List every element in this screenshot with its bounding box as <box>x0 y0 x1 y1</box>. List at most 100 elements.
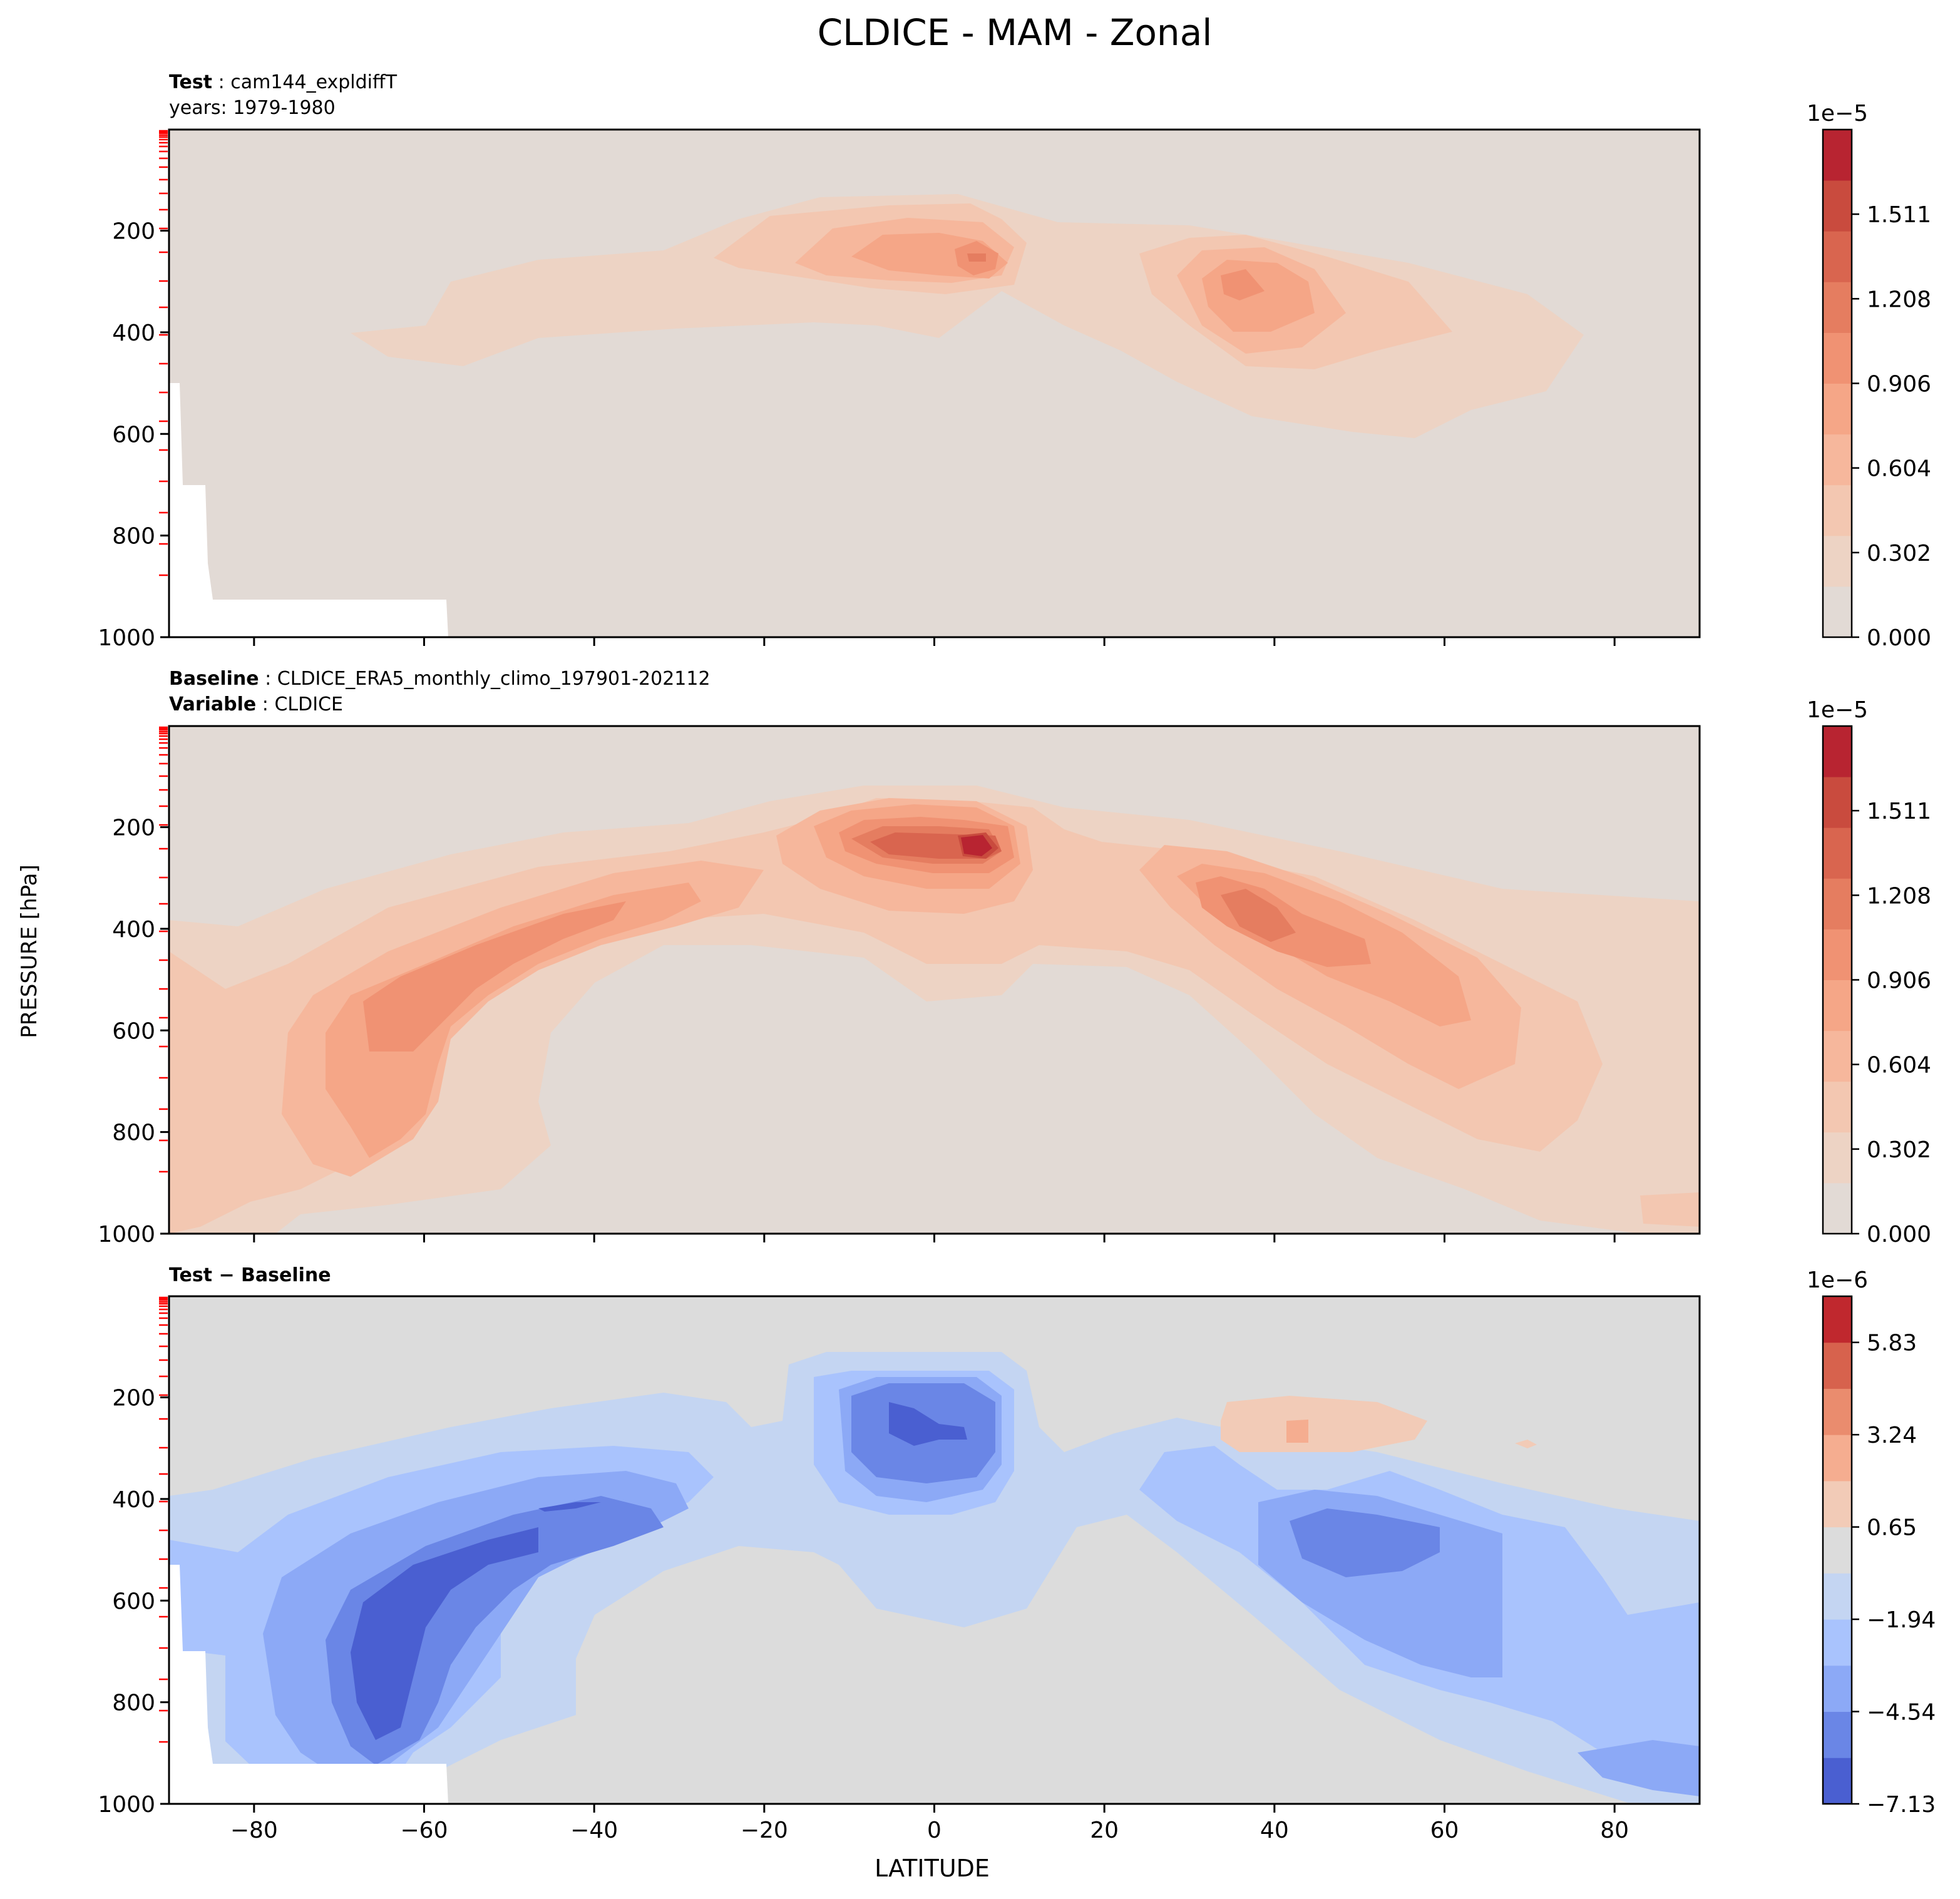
y-tick-label: 200 <box>112 219 155 245</box>
colorbar-segment <box>1823 1619 1852 1666</box>
contour-diff-level-pos1 <box>1221 1396 1427 1452</box>
panel-diff-label-1: Test − Baseline <box>169 1264 331 1286</box>
colorbar-segment <box>1823 434 1852 486</box>
x-tick-label: 40 <box>1260 1818 1289 1843</box>
contour-baseline-level4 <box>326 883 701 1158</box>
contour-baseline-level9 <box>961 835 992 856</box>
y-tick-label: 800 <box>112 1120 155 1146</box>
figure-title: CLDICE - MAM - Zonal <box>818 11 1213 54</box>
contour-diff-level-3d <box>1578 1740 1700 1796</box>
colorbar-segment <box>1823 180 1852 232</box>
panel-baseline-label-2-text: CLDICE <box>274 694 343 715</box>
colorbar-segment <box>1823 1758 1852 1804</box>
panel-test-label-1: Test : cam144_expldiffT <box>169 71 398 93</box>
contour-test-level5b <box>1221 269 1265 300</box>
axis-baseline: 200 400 600 800 1000 <box>98 726 1616 1247</box>
colorbar-segment <box>1823 484 1852 536</box>
x-tick-label: 20 <box>1090 1818 1119 1843</box>
colorbar-baseline: 0.000 0.302 0.604 0.906 1.208 1.511 1e−5 <box>1807 697 1931 1247</box>
panel-baseline-label-2-sep: : <box>256 694 274 715</box>
colorbar-tick-label: 0.302 <box>1867 541 1931 566</box>
contour-baseline-patch-ne <box>1640 1192 1700 1227</box>
x-tick-label: −80 <box>230 1818 278 1843</box>
contour-baseline-level5 <box>363 901 626 1052</box>
heatmap-test <box>169 130 1700 637</box>
contour-test-level6 <box>967 253 986 262</box>
colorbar-segment <box>1823 980 1852 1031</box>
colorbar-segment <box>1823 282 1852 333</box>
colorbar-tick-label: 5.83 <box>1867 1331 1917 1356</box>
contour-diff-level-pos2 <box>1286 1420 1308 1443</box>
colorbar-tick-label: 1.208 <box>1867 287 1931 312</box>
contour-diff-level-pos3 <box>1515 1440 1537 1448</box>
panel-baseline-label-2-bold: Variable <box>169 694 256 715</box>
heatmap-baseline <box>169 726 1700 1234</box>
colorbar-segment <box>1823 1665 1852 1712</box>
panel-test-label-2: years: 1979-1980 <box>169 97 336 119</box>
contour-baseline-level6b <box>1221 889 1296 942</box>
y-tick-label: 800 <box>112 524 155 550</box>
colorbar-tick-label: 1.511 <box>1867 202 1931 228</box>
contour-test-missing <box>169 383 448 637</box>
heatmap-diff <box>169 1296 1700 1804</box>
panel-test-label-1-bold: Test <box>169 71 212 93</box>
contour-diff-level-5 <box>351 1527 538 1740</box>
colorbar-tick-label: 0.906 <box>1867 968 1931 994</box>
x-tick-label: 60 <box>1430 1818 1459 1843</box>
y-tick-label: 200 <box>112 816 155 841</box>
y-tick-label: 400 <box>112 1487 155 1513</box>
colorbar-tick-label: −1.94 <box>1867 1607 1936 1633</box>
colorbar-segment <box>1823 1030 1852 1082</box>
panel-test: Test : cam144_expldiffT years: 1979-1980… <box>98 71 1931 651</box>
colorbar-multiplier: 1e−6 <box>1807 1267 1868 1293</box>
axis-test: 200 400 600 800 1000 <box>98 130 1616 651</box>
contour-diff-level-4c <box>1290 1508 1440 1577</box>
contour-diff-missing <box>169 1565 448 1804</box>
colorbar-tick-label: 0.906 <box>1867 372 1931 397</box>
colorbar-segment <box>1823 1342 1852 1389</box>
panel-baseline-label-1: Baseline : CLDICE_ERA5_monthly_climo_197… <box>169 668 711 690</box>
colorbar-tick-label: 3.24 <box>1867 1423 1917 1448</box>
colorbar-tick-label: 0.604 <box>1867 456 1931 482</box>
colorbar-segment <box>1823 1388 1852 1435</box>
colorbar-diff: −7.13 −4.54 −1.94 0.65 3.24 5.83 1e−6 <box>1807 1267 1936 1818</box>
colorbar-segment <box>1823 231 1852 282</box>
colorbar-tick-label: 1.208 <box>1867 883 1931 909</box>
colorbar-segment <box>1823 1296 1852 1343</box>
colorbar-segment <box>1823 726 1852 777</box>
panel-baseline-label-2: Variable : CLDICE <box>169 694 343 715</box>
contour-diff-level-4 <box>326 1496 664 1765</box>
colorbar-segment <box>1823 1182 1852 1234</box>
colorbar-segment <box>1823 586 1852 638</box>
colorbar-segment <box>1823 535 1852 587</box>
colorbar-tick-label: 0.000 <box>1867 1222 1931 1247</box>
colorbar-tick-label: −4.54 <box>1867 1700 1936 1726</box>
colorbar-segment <box>1823 827 1852 879</box>
colorbar-tick-label: 0.65 <box>1867 1515 1917 1541</box>
panel-baseline-label-1-sep: : <box>259 668 277 690</box>
panel-diff: Test − Baseline −80 −60 −40 −20 0 20 40 60 80 200… <box>98 1264 1936 1843</box>
x-tick-label: −60 <box>401 1818 448 1843</box>
y-tick-label: 600 <box>112 1589 155 1614</box>
colorbar-segment <box>1823 1081 1852 1133</box>
colorbar-segment <box>1823 1435 1852 1482</box>
x-tick-label: 0 <box>927 1818 942 1843</box>
colorbar-segment <box>1823 929 1852 980</box>
y-tick-label: 800 <box>112 1691 155 1716</box>
colorbar-segment <box>1823 1527 1852 1574</box>
colorbar-multiplier: 1e−5 <box>1807 697 1868 723</box>
colorbar-tick-label: 1.511 <box>1867 799 1931 824</box>
colorbar-tick-label: 0.000 <box>1867 625 1931 651</box>
colorbar-segment <box>1823 777 1852 828</box>
x-tick-label: 80 <box>1600 1818 1629 1843</box>
axis-diff: −80 −60 −40 −20 0 20 40 60 80 200 400 600 800 1000 <box>98 1296 1629 1843</box>
colorbar-segment <box>1823 1132 1852 1184</box>
y-tick-label: 200 <box>112 1386 155 1411</box>
panel-test-label-1-text: cam144_expldiffT <box>230 71 397 93</box>
colorbar-segment <box>1823 878 1852 929</box>
colorbar-tick-label: −7.13 <box>1867 1792 1936 1818</box>
y-tick-label: 600 <box>112 422 155 448</box>
colorbar-tick-label: 0.604 <box>1867 1053 1931 1078</box>
colorbar-segment <box>1823 383 1852 435</box>
